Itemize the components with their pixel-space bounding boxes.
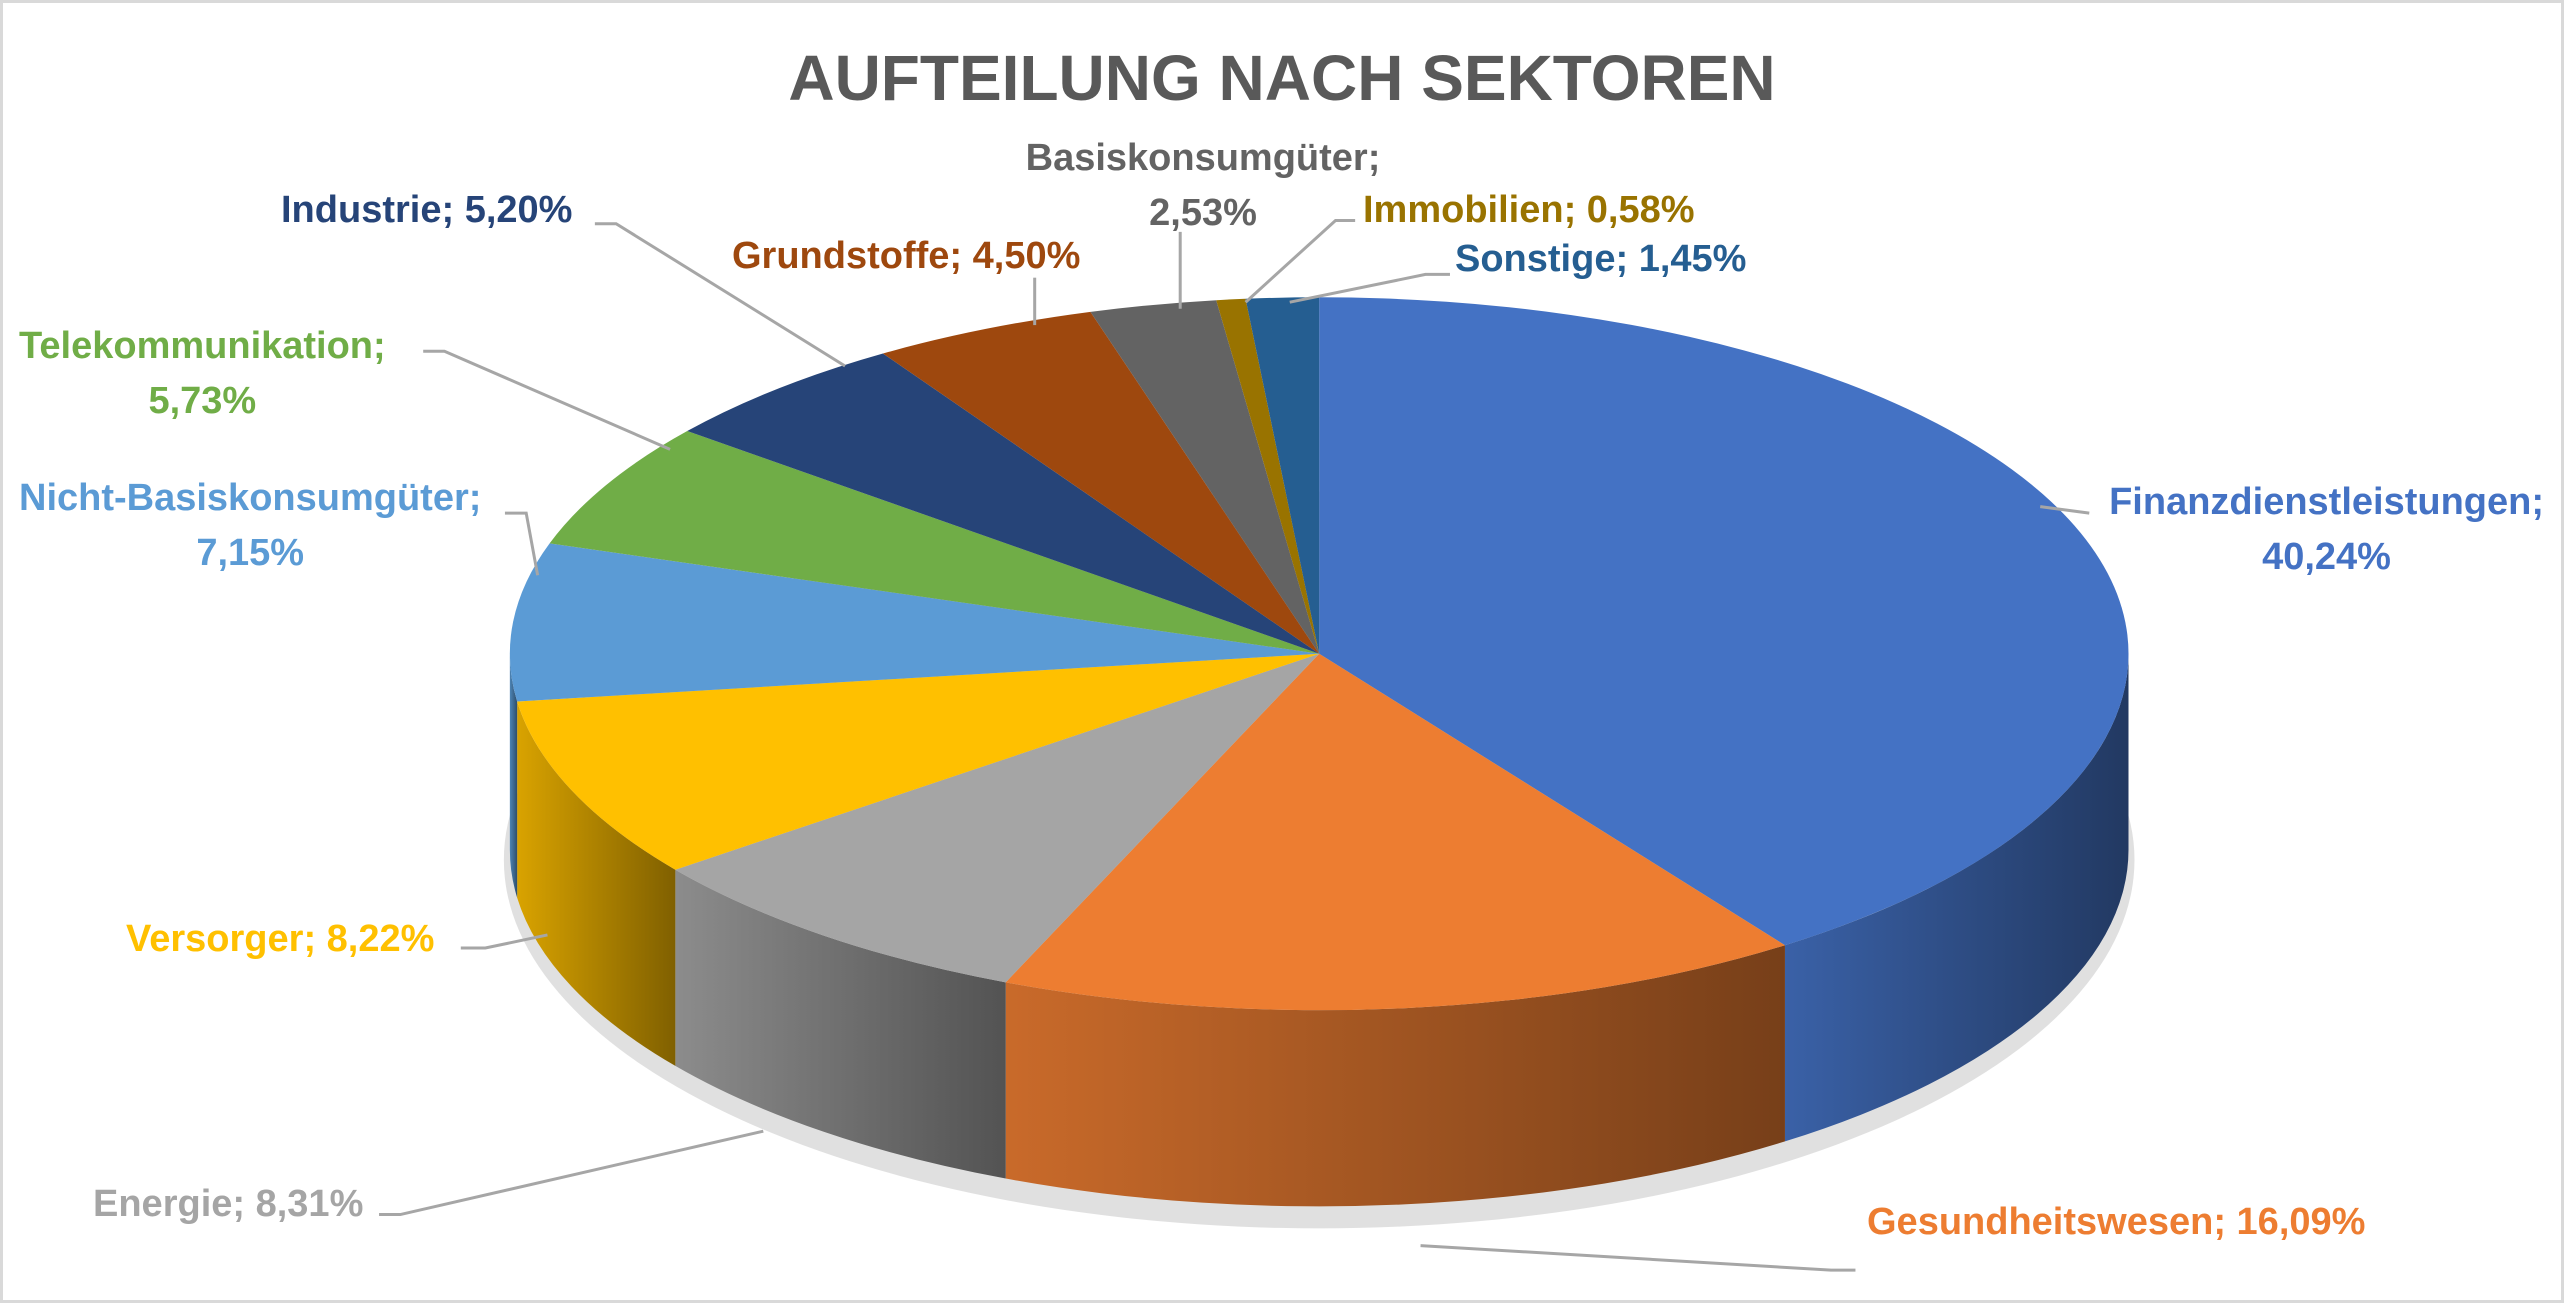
- data-label-name: Immobilien;: [1363, 189, 1577, 231]
- data-label-value: 8,31%: [255, 1183, 364, 1225]
- pie-slice-sonstige[interactable]: [1245, 297, 1320, 654]
- pie-plot: [379, 218, 2135, 1272]
- leader-line-gesundheitswesen: [1420, 1244, 1856, 1272]
- data-label-name: Industrie;: [281, 189, 455, 231]
- data-label-value: 8,22%: [326, 918, 435, 960]
- data-label-grundstoffe: Grundstoffe; 4,50%: [732, 233, 1080, 281]
- leader-line-versorger: [460, 933, 548, 950]
- data-label-telekommunikation: Telekommunikation; 5,73%: [19, 319, 386, 429]
- data-label-name: Telekommunikation;: [19, 325, 386, 367]
- data-label-energie: Energie; 8,31%: [93, 1181, 363, 1229]
- chart-title: AUFTEILUNG NACH SEKTOREN: [788, 42, 1776, 114]
- data-label-name: Energie;: [93, 1183, 246, 1225]
- data-label-industrie: Industrie; 5,20%: [281, 187, 572, 235]
- data-label-value: 16,09%: [2236, 1201, 2366, 1243]
- data-label-name: Versorger;: [126, 918, 317, 960]
- pie-slice-nicht-basiskonsumgüter[interactable]: [509, 543, 1320, 702]
- pie-side-gesundheitswesen: [1005, 945, 1785, 1207]
- data-label-name: Sonstige;: [1455, 238, 1629, 280]
- leader-line-telekommunikation: [423, 349, 671, 451]
- data-label-finanzdienstleistungen: Finanzdienstleistungen; 40,24%: [2109, 475, 2544, 585]
- pie-slice-energie[interactable]: [675, 653, 1320, 983]
- data-label-name: Nicht-Basiskonsumgüter;: [19, 477, 482, 519]
- data-label-value: 1,45%: [1638, 238, 1747, 280]
- leader-line-energie: [379, 1129, 764, 1217]
- data-label-name: Basiskonsumgüter;: [1025, 137, 1381, 179]
- data-label-value: 4,50%: [972, 235, 1081, 277]
- data-label-value: 5,20%: [464, 189, 573, 231]
- pie-slice-gesundheitswesen[interactable]: [1005, 653, 1785, 1011]
- data-label-name: Finanzdienstleistungen;: [2109, 481, 2544, 523]
- data-label-gesundheitswesen: Gesundheitswesen; 16,09%: [1867, 1199, 2365, 1247]
- pie-side-versorger: [517, 701, 676, 1066]
- data-label-name: Grundstoffe;: [732, 235, 963, 277]
- leader-line-industrie: [594, 222, 846, 368]
- data-label-nicht-basiskonsumgüter: Nicht-Basiskonsumgüter; 7,15%: [19, 471, 481, 581]
- leader-line-immobilien: [1244, 218, 1356, 304]
- pie-slice-industrie[interactable]: [687, 353, 1320, 654]
- leader-line-sonstige: [1289, 272, 1450, 304]
- pie-side-finanzdienstleistungen: [1784, 653, 2129, 1142]
- leader-line-finanzdienstleistungen: [2040, 505, 2090, 515]
- leader-line-nicht-basiskonsumgüter: [504, 511, 540, 576]
- pie-slice-versorger[interactable]: [517, 653, 1320, 870]
- data-label-value: 40,24%: [2262, 536, 2391, 579]
- pie-slice-immobilien[interactable]: [1216, 298, 1320, 654]
- data-label-immobilien: Immobilien; 0,58%: [1363, 187, 1695, 235]
- pie-slice-telekommunikation[interactable]: [549, 431, 1320, 654]
- data-label-value: 0,58%: [1586, 189, 1695, 231]
- data-label-value: 5,73%: [148, 380, 257, 423]
- pie-slice-grundstoffe[interactable]: [882, 311, 1320, 654]
- data-label-basiskonsumgüter: Basiskonsumgüter; 2,53%: [1023, 131, 1383, 241]
- data-label-value: 2,53%: [1149, 192, 1257, 235]
- data-label-name: Gesundheitswesen;: [1867, 1201, 2226, 1243]
- pie-side-energie: [675, 869, 1006, 1179]
- data-label-value: 7,15%: [196, 532, 305, 575]
- data-label-sonstige: Sonstige; 1,45%: [1455, 236, 1746, 284]
- pie-slice-finanzdienstleistungen[interactable]: [1319, 297, 2129, 946]
- pie-side-nicht-basiskonsumgüter: [509, 653, 518, 898]
- pie-slice-basiskonsumgüter[interactable]: [1090, 300, 1320, 654]
- data-label-versorger: Versorger; 8,22%: [126, 916, 434, 964]
